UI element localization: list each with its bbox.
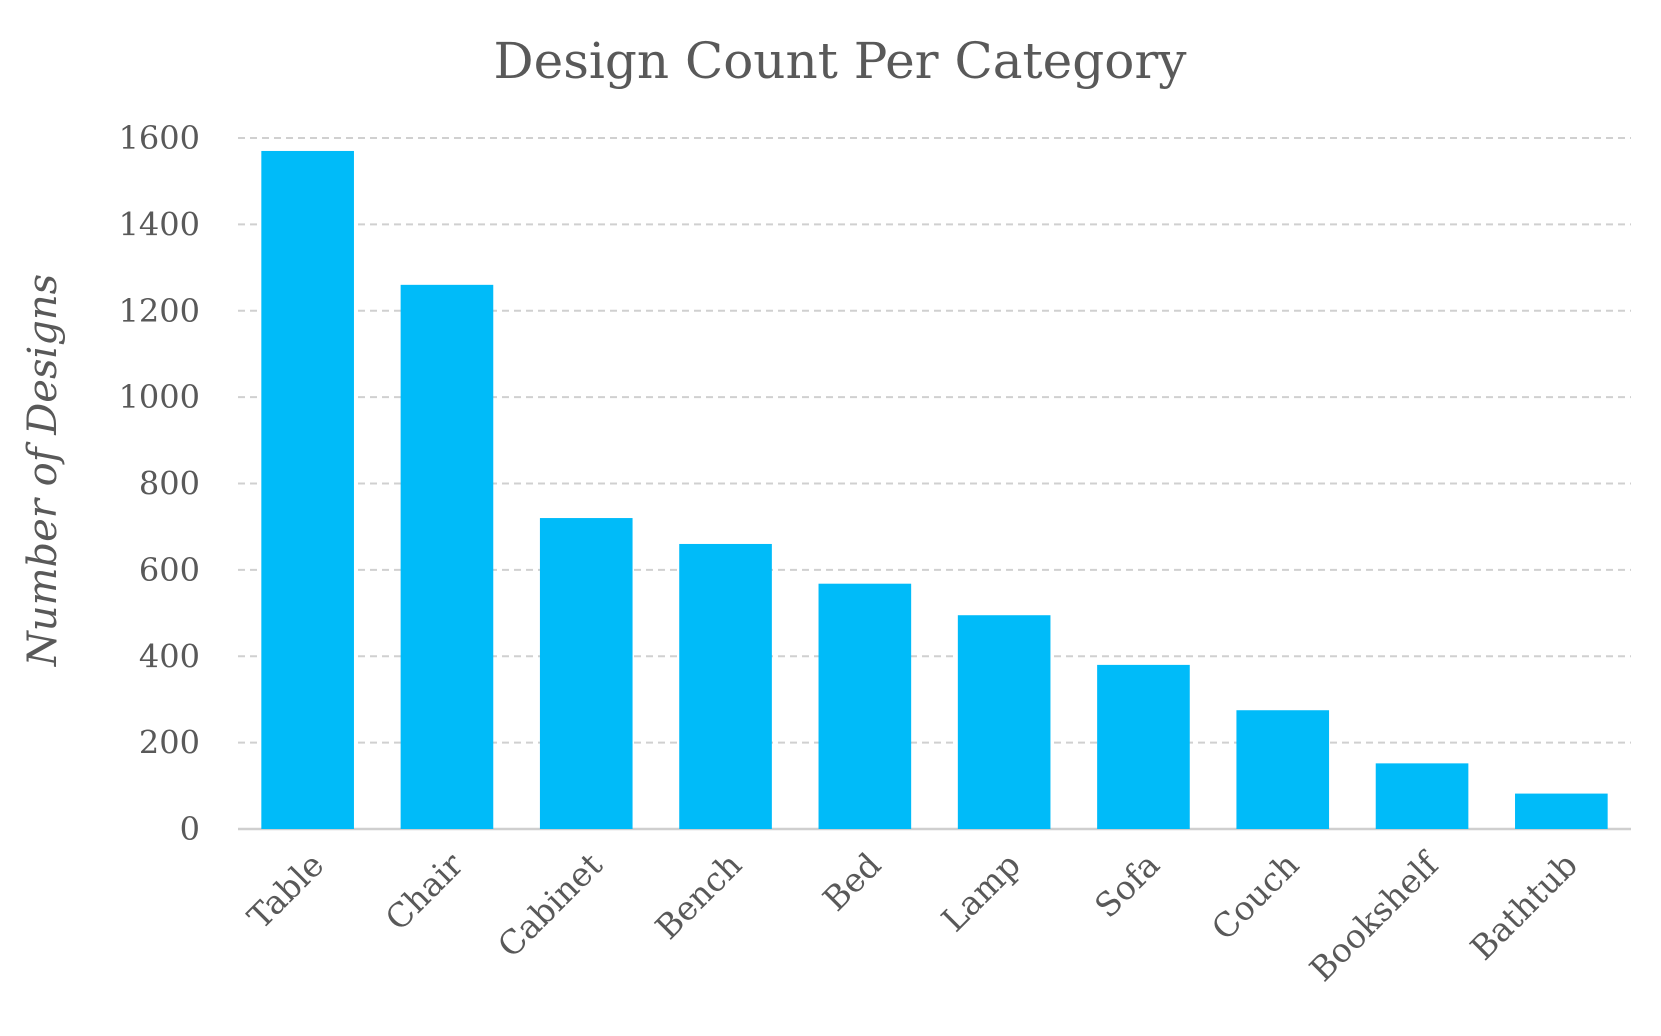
x-tick-label-couch: Couch xyxy=(1204,845,1307,948)
bar-bookshelf xyxy=(1375,763,1469,829)
y-tick-label-600: 600 xyxy=(139,551,200,589)
y-tick-label-200: 200 xyxy=(139,724,200,762)
x-tick-label-bench: Bench xyxy=(648,845,750,947)
y-tick-labels: 0 200 400 600 800 1000 1200 1400 1600 xyxy=(119,119,200,848)
x-tick-label-bookshelf: Bookshelf xyxy=(1302,843,1448,989)
y-tick-label-400: 400 xyxy=(139,637,200,675)
x-tick-label-bed: Bed xyxy=(815,845,888,918)
bar-chair xyxy=(400,284,494,830)
x-tick-label-bathtub: Bathtub xyxy=(1463,845,1585,967)
bar-bench xyxy=(679,543,772,829)
chart-title: Design Count Per Category xyxy=(494,32,1188,90)
bar-bathtub xyxy=(1515,793,1608,829)
x-tick-label-lamp: Lamp xyxy=(934,845,1028,939)
y-tick-label-800: 800 xyxy=(139,465,200,503)
y-tick-label-1200: 1200 xyxy=(119,292,200,330)
x-tick-label-table: Table xyxy=(240,845,331,936)
x-tick-labels: Table Chair Cabinet Bench Bed Lamp Sofa CouchBo… xyxy=(240,843,1585,989)
bar-lamp xyxy=(957,615,1051,829)
bar-cabinet xyxy=(539,518,633,829)
y-tick-label-1000: 1000 xyxy=(119,378,200,416)
x-tick-label-chair: Chair xyxy=(378,845,471,938)
bar-couch xyxy=(1236,710,1330,829)
bar-table xyxy=(261,150,354,829)
y-tick-label-0: 0 xyxy=(180,810,200,848)
bar-sofa xyxy=(1097,664,1190,829)
x-tick-label-sofa: Sofa xyxy=(1087,845,1167,925)
y-axis-label: Number of Designs xyxy=(20,274,66,667)
bars xyxy=(261,150,1608,830)
y-tick-label-1400: 1400 xyxy=(119,205,200,243)
x-tick-label-cabinet: Cabinet xyxy=(490,845,610,965)
y-tick-label-1600: 1600 xyxy=(119,119,200,157)
bar-bed xyxy=(818,583,912,829)
